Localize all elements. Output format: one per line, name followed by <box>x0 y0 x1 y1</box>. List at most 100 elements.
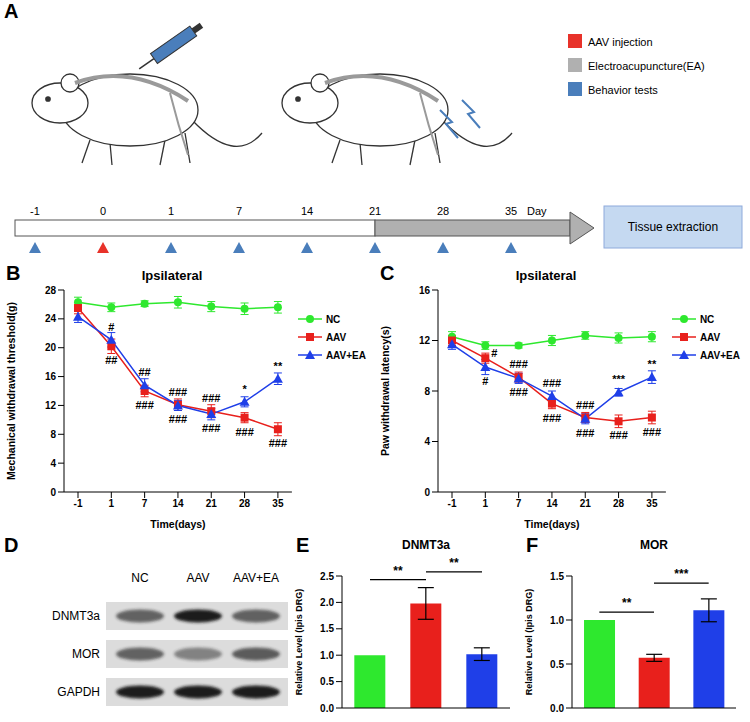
svg-text:35: 35 <box>505 205 517 217</box>
svg-text:#: # <box>108 321 114 333</box>
svg-text:14: 14 <box>301 205 313 217</box>
svg-text:Time(days): Time(days) <box>524 518 579 530</box>
svg-text:###: ### <box>576 399 594 411</box>
svg-text:###: ### <box>202 422 220 434</box>
svg-text:2.0: 2.0 <box>320 597 334 608</box>
svg-text:###: ### <box>509 358 527 370</box>
svg-text:###: ### <box>609 429 627 441</box>
svg-text:0.0: 0.0 <box>550 703 564 714</box>
svg-text:2.5: 2.5 <box>320 571 334 582</box>
svg-text:1.0: 1.0 <box>320 650 334 661</box>
svg-text:7: 7 <box>142 498 148 509</box>
svg-text:Electroacupuncture(EA): Electroacupuncture(EA) <box>588 60 705 72</box>
svg-text:21: 21 <box>369 205 381 217</box>
svg-text:21: 21 <box>206 498 218 509</box>
svg-text:MOR: MOR <box>72 647 100 661</box>
svg-text:28: 28 <box>45 285 57 296</box>
svg-text:8: 8 <box>50 429 56 440</box>
svg-text:-1: -1 <box>30 205 40 217</box>
svg-text:Behavior tests: Behavior tests <box>588 84 658 96</box>
svg-text:###: ### <box>509 386 527 398</box>
svg-text:#: # <box>482 375 488 387</box>
svg-text:1: 1 <box>483 498 489 509</box>
svg-text:##: ## <box>105 354 117 366</box>
svg-text:28: 28 <box>239 498 251 509</box>
svg-text:1.5: 1.5 <box>320 623 334 634</box>
svg-text:Tissue extraction: Tissue extraction <box>628 220 718 234</box>
svg-text:35: 35 <box>272 498 284 509</box>
svg-text:AAV+EA: AAV+EA <box>233 571 279 585</box>
svg-text:**: ** <box>393 564 403 578</box>
svg-text:1: 1 <box>109 498 115 509</box>
svg-text:-1: -1 <box>448 498 457 509</box>
html-text:F: F <box>526 534 539 556</box>
svg-text:GAPDH: GAPDH <box>57 685 100 699</box>
svg-text:###: ### <box>643 426 661 438</box>
svg-text:24: 24 <box>45 313 57 324</box>
svg-text:###: ### <box>169 413 187 425</box>
svg-text:14: 14 <box>546 498 558 509</box>
svg-text:16: 16 <box>45 371 57 382</box>
svg-text:4: 4 <box>50 458 56 469</box>
svg-text:NC: NC <box>131 571 149 585</box>
html-text:Ipsilateral: Ipsilateral <box>141 268 203 283</box>
svg-text:0: 0 <box>424 487 430 498</box>
svg-text:12: 12 <box>419 335 431 346</box>
svg-text:###: ### <box>576 427 594 439</box>
svg-text:**: ** <box>274 360 283 372</box>
svg-text:Relative Level (Ipis DRG): Relative Level (Ipis DRG) <box>524 589 534 696</box>
svg-text:#: # <box>491 347 497 359</box>
svg-text:14: 14 <box>172 498 184 509</box>
svg-text:Mechanical withdrawal threshol: Mechanical withdrawal threshold(g) <box>5 302 17 480</box>
html-text:A: A <box>4 0 19 22</box>
svg-text:###: ### <box>135 399 153 411</box>
html-text:E: E <box>296 534 310 556</box>
svg-text:AAV injection: AAV injection <box>588 36 653 48</box>
html-text:Ipsilateral: Ipsilateral <box>515 268 577 283</box>
svg-text:###: ### <box>543 412 561 424</box>
svg-text:###: ### <box>235 426 253 438</box>
svg-text:0.5: 0.5 <box>550 659 564 670</box>
svg-text:**: ** <box>622 596 632 610</box>
svg-text:Relative Level (Ipis DRG): Relative Level (Ipis DRG) <box>294 589 304 696</box>
svg-text:###: ### <box>169 386 187 398</box>
svg-text:21: 21 <box>580 498 592 509</box>
svg-text:20: 20 <box>45 342 57 353</box>
svg-text:0.0: 0.0 <box>320 703 334 714</box>
svg-text:28: 28 <box>437 205 449 217</box>
svg-text:###: ### <box>202 392 220 404</box>
svg-text:35: 35 <box>646 498 658 509</box>
svg-text:###: ### <box>543 377 561 389</box>
svg-text:***: *** <box>674 567 688 581</box>
svg-text:AAV: AAV <box>186 571 209 585</box>
svg-text:28: 28 <box>613 498 625 509</box>
svg-text:1.0: 1.0 <box>550 615 564 626</box>
html-text:B: B <box>6 262 21 284</box>
html-text:MOR: MOR <box>640 538 668 552</box>
svg-text:*: * <box>242 383 247 395</box>
svg-text:1: 1 <box>168 205 174 217</box>
svg-text:12: 12 <box>45 400 57 411</box>
svg-text:7: 7 <box>236 205 242 217</box>
html-text:D: D <box>4 534 19 556</box>
svg-text:7: 7 <box>516 498 522 509</box>
svg-text:-1: -1 <box>74 498 83 509</box>
svg-text:Paw withdrawal latency(s): Paw withdrawal latency(s) <box>379 326 391 456</box>
svg-text:Time(days): Time(days) <box>150 518 205 530</box>
svg-text:***: *** <box>612 373 626 385</box>
svg-text:**: ** <box>648 358 657 370</box>
svg-text:0: 0 <box>50 487 56 498</box>
svg-text:8: 8 <box>424 386 430 397</box>
svg-text:###: ### <box>269 437 287 449</box>
svg-text:DNMT3a: DNMT3a <box>52 609 100 623</box>
svg-text:**: ** <box>449 556 459 570</box>
svg-text:1.5: 1.5 <box>550 571 564 582</box>
html-text:C: C <box>380 262 395 284</box>
svg-text:##: ## <box>139 366 151 378</box>
svg-text:4: 4 <box>424 436 430 447</box>
svg-text:0.5: 0.5 <box>320 676 334 687</box>
html-text:DNMT3a: DNMT3a <box>402 538 450 552</box>
svg-text:0: 0 <box>100 205 106 217</box>
svg-text:Day: Day <box>527 205 547 217</box>
svg-text:16: 16 <box>419 285 431 296</box>
